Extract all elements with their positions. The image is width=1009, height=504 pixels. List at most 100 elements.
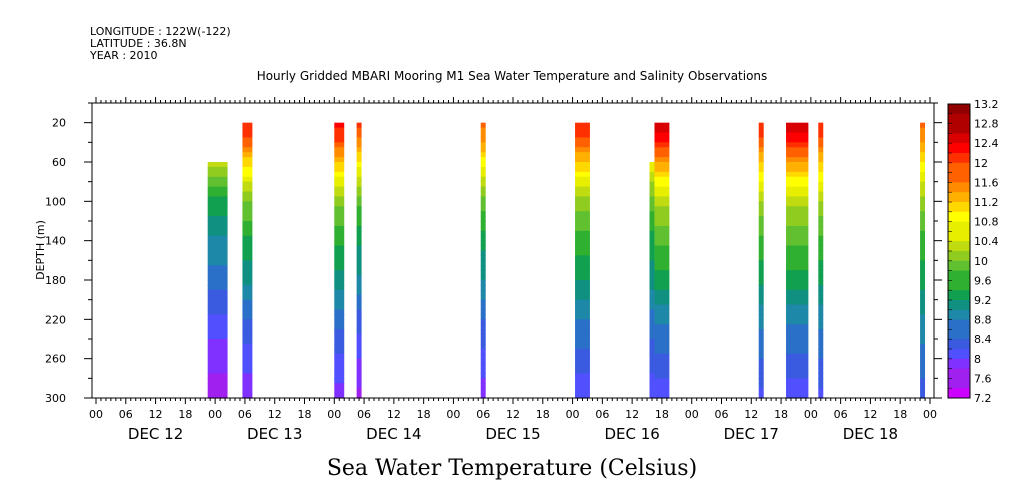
temperature-cell [786,314,809,320]
x-tick-label: 06 [238,408,252,421]
temperature-cell [334,162,345,168]
temperature-cell [575,181,590,188]
temperature-cell [207,324,228,330]
temperature-cell [649,368,655,375]
temperature-cell [207,388,228,394]
temperature-cell [356,383,362,389]
temperature-cell [649,383,655,389]
x-tick-label: 06 [595,408,609,421]
temperature-cell [654,383,670,389]
year-label: YEAR : 2010 [89,49,158,62]
temperature-cell [356,368,362,375]
temperature-cell [575,319,590,325]
temperature-cell [654,152,670,158]
temperature-cell [334,235,345,242]
temperature-cell [356,142,362,148]
temperature-cell [356,127,362,134]
temperature-cell [649,265,655,271]
temperature-cell [207,245,228,252]
temperature-cell [242,186,253,193]
temperature-cell [920,171,926,178]
temperature-cell [356,309,362,316]
colorbar-tick-label: 9.2 [974,294,992,307]
temperature-cell [786,309,809,316]
temperature-cell [242,162,253,168]
temperature-cell [242,221,253,227]
temperature-cell [207,255,228,261]
observation-bar-1 [207,162,228,399]
temperature-cell [818,152,824,158]
observation-bar-5 [480,122,486,399]
temperature-cell [920,383,926,389]
temperature-cell [920,225,926,232]
temperature-cell [356,221,362,227]
temperature-cell [654,137,670,143]
temperature-cell [334,142,345,148]
observation-bar-10 [786,122,809,399]
temperature-cell [920,334,926,340]
temperature-cell [480,166,486,173]
temperature-cell [818,235,824,242]
temperature-cell [334,294,345,301]
x-tick-label: 00 [685,408,699,421]
temperature-cell [207,334,228,340]
temperature-cell [654,147,670,153]
temperature-cell [334,157,345,163]
temperature-cell [575,270,590,276]
temperature-cell [654,388,670,394]
temperature-cell [786,383,809,389]
temperature-cell [758,289,764,296]
temperature-cell [818,284,824,291]
temperature-cell [207,314,228,320]
temperature-cell [334,260,345,266]
temperature-cell [207,339,228,345]
temperature-cell [575,157,590,163]
temperature-cell [786,353,809,360]
temperature-cell [480,240,486,247]
temperature-cell [654,122,670,129]
x-tick-label: 06 [834,408,848,421]
colorbar-segment [948,270,970,281]
temperature-cell [758,142,764,148]
temperature-cell [654,270,670,276]
temperature-cell [334,166,345,173]
temperature-cell [334,368,345,375]
temperature-cell [654,280,670,286]
temperature-cell [654,225,670,232]
temperature-cell [207,265,228,271]
temperature-cell [818,383,824,389]
temperature-cell [654,191,670,198]
temperature-cell [356,270,362,276]
temperature-cell [818,368,824,375]
temperature-cell [356,216,362,222]
temperature-cell [758,378,764,384]
temperature-cell [334,181,345,188]
temperature-cell [242,176,253,183]
temperature-cell [575,221,590,227]
temperature-cell [480,191,486,198]
temperature-cell [758,221,764,227]
temperature-cell [480,127,486,134]
temperature-cell [356,284,362,291]
temperature-cell [480,225,486,232]
temperature-cell [242,265,253,271]
temperature-cell [242,280,253,286]
temperature-cell [575,314,590,320]
temperature-cell [786,166,809,173]
temperature-cell [207,250,228,257]
temperature-cell [242,147,253,153]
temperature-cell [654,275,670,281]
temperature-cell [818,314,824,320]
temperature-cell [758,358,764,365]
temperature-cell [207,363,228,370]
temperature-cell [920,142,926,148]
day-label: DEC 12 [128,425,183,443]
temperature-cell [758,191,764,198]
temperature-cell [920,368,926,375]
temperature-cell [649,240,655,247]
observation-bar-9 [758,122,764,399]
temperature-cell [356,171,362,178]
temperature-cell [649,309,655,316]
temperature-cell [242,260,253,266]
temperature-cell [654,378,670,384]
